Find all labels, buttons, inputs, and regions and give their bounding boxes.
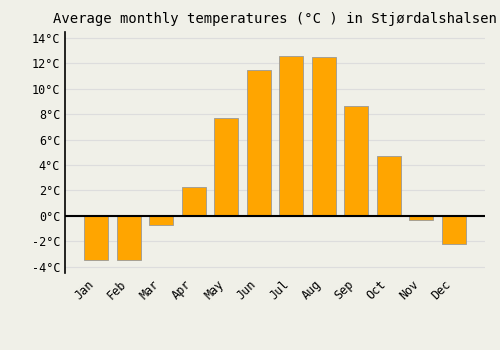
Bar	[409, 216, 434, 219]
Bar	[84, 216, 108, 260]
Bar	[116, 216, 141, 260]
Bar	[312, 57, 336, 216]
Bar	[214, 118, 238, 216]
Bar	[376, 156, 401, 216]
Bar	[442, 216, 466, 244]
Title: Average monthly temperatures (°C ) in Stjørdalshalsen: Average monthly temperatures (°C ) in St…	[53, 12, 497, 26]
Bar	[182, 187, 206, 216]
Bar	[279, 56, 303, 216]
Bar	[149, 216, 174, 225]
Bar	[246, 70, 271, 216]
Bar	[344, 106, 368, 216]
